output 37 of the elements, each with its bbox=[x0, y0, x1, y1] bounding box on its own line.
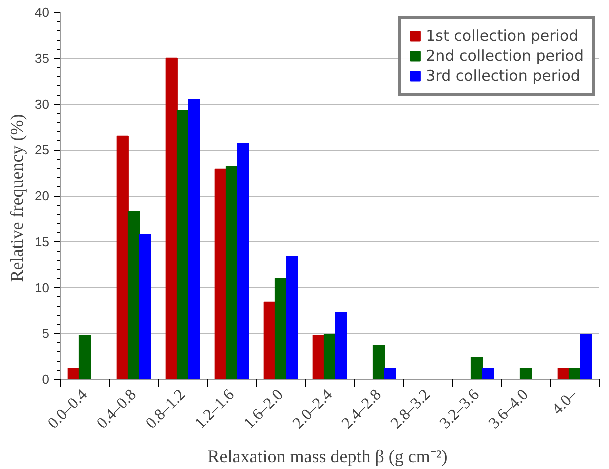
y-axis-title: Relative frequency (%) bbox=[7, 114, 28, 282]
bar bbox=[324, 334, 336, 380]
x-tick-label: 4.0– bbox=[549, 386, 582, 418]
y-tick-label: 35 bbox=[35, 50, 50, 66]
bar bbox=[139, 234, 152, 380]
y-tick-label: 15 bbox=[35, 234, 50, 250]
legend-label: 1st collection period bbox=[426, 27, 579, 45]
bar bbox=[384, 368, 396, 380]
bar bbox=[335, 312, 348, 380]
bar bbox=[372, 345, 386, 380]
y-tick-label: 20 bbox=[35, 188, 50, 204]
bar bbox=[264, 302, 276, 380]
bar bbox=[237, 143, 250, 380]
bar bbox=[520, 368, 532, 380]
y-tick-label: 0 bbox=[42, 372, 50, 387]
legend-label: 3rd collection period bbox=[426, 67, 580, 85]
bar bbox=[226, 166, 238, 380]
bar bbox=[78, 334, 92, 380]
bar bbox=[214, 168, 227, 380]
bar bbox=[286, 256, 298, 380]
y-tick-label: 5 bbox=[42, 326, 50, 342]
bar bbox=[274, 278, 288, 380]
bar bbox=[580, 334, 592, 380]
bar bbox=[470, 356, 484, 380]
y-tick-label: 10 bbox=[35, 280, 50, 296]
bar bbox=[166, 58, 178, 380]
x-axis-title: Relaxation mass depth β (g cm⁻²) bbox=[208, 446, 448, 466]
bar bbox=[188, 99, 200, 380]
y-tick-label: 30 bbox=[35, 96, 50, 112]
bar bbox=[176, 110, 190, 380]
legend-label: 2nd collection period bbox=[426, 47, 584, 65]
y-tick-label: 25 bbox=[35, 142, 50, 158]
bar bbox=[312, 334, 325, 380]
bar bbox=[482, 368, 494, 380]
bar bbox=[128, 211, 140, 380]
y-tick-label: 40 bbox=[35, 5, 50, 20]
bar bbox=[116, 136, 129, 380]
